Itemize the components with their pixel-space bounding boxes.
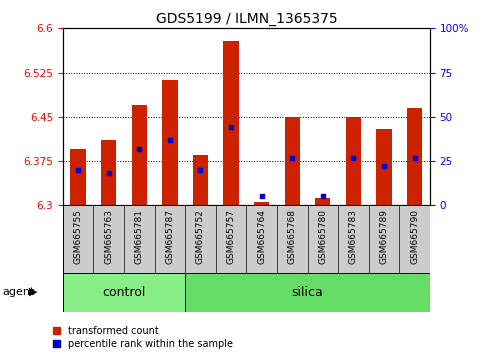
Bar: [346, 117, 361, 205]
Text: GSM665787: GSM665787: [165, 209, 174, 264]
Point: [258, 194, 266, 199]
Point: [319, 194, 327, 199]
Bar: [101, 141, 116, 205]
Text: GSM665783: GSM665783: [349, 209, 358, 264]
Bar: [284, 117, 300, 205]
Text: GSM665768: GSM665768: [288, 209, 297, 264]
Point: [411, 155, 418, 160]
Title: GDS5199 / ILMN_1365375: GDS5199 / ILMN_1365375: [156, 12, 337, 26]
Point: [197, 167, 204, 173]
Text: GSM665757: GSM665757: [227, 209, 236, 264]
Bar: [223, 41, 239, 205]
Bar: [193, 155, 208, 205]
Bar: [254, 202, 270, 205]
Text: GSM665764: GSM665764: [257, 209, 266, 264]
Text: GSM665752: GSM665752: [196, 209, 205, 264]
Text: GSM665780: GSM665780: [318, 209, 327, 264]
Point: [166, 137, 174, 143]
Text: GSM665781: GSM665781: [135, 209, 144, 264]
Point: [227, 125, 235, 130]
Legend: transformed count, percentile rank within the sample: transformed count, percentile rank withi…: [53, 326, 233, 349]
Point: [288, 155, 296, 160]
Bar: [185, 273, 430, 312]
Point: [380, 164, 388, 169]
Point: [74, 167, 82, 173]
Bar: [131, 105, 147, 205]
Point: [105, 171, 113, 176]
Text: GSM665763: GSM665763: [104, 209, 113, 264]
Text: silica: silica: [292, 286, 324, 298]
Bar: [162, 80, 177, 205]
Bar: [407, 108, 422, 205]
Bar: [71, 149, 86, 205]
Text: GSM665789: GSM665789: [380, 209, 388, 264]
Point: [350, 155, 357, 160]
Bar: [315, 198, 330, 205]
Text: ▶: ▶: [28, 287, 37, 297]
Text: control: control: [102, 286, 146, 298]
Bar: [376, 129, 392, 205]
Text: GSM665755: GSM665755: [73, 209, 83, 264]
Text: agent: agent: [2, 287, 35, 297]
Text: GSM665790: GSM665790: [410, 209, 419, 264]
Bar: [63, 273, 185, 312]
Point: [135, 146, 143, 152]
